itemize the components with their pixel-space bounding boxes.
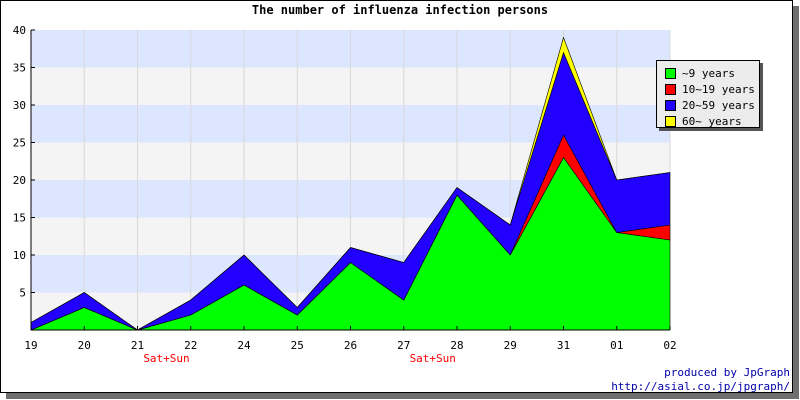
legend-label: 10~19 years [682, 82, 755, 96]
x-tick-label: 28 [450, 339, 463, 352]
y-tick-label: 35 [13, 62, 26, 75]
y-tick-label: 5 [19, 287, 26, 300]
credit-link[interactable]: http://asial.co.jp/jpgraph/ [611, 380, 790, 393]
x-tick-labels: 19 20 21 22 24 25 26 27 28 29 31 01 02 [24, 339, 676, 352]
legend-item: ~9 years [665, 65, 759, 81]
legend: ~9 years 10~19 years 20~59 years 60~ yea… [656, 60, 760, 128]
x-tick-label: 24 [237, 339, 251, 352]
weekend-note: Sat+Sun [143, 352, 189, 365]
weekend-notes: Sat+Sun Sat+Sun [143, 352, 456, 365]
legend-swatch [665, 67, 676, 79]
y-tick-label: 20 [13, 174, 26, 187]
y-tick-label: 25 [13, 137, 26, 150]
y-tick-labels: 5 10 15 20 25 30 35 40 [13, 24, 26, 300]
frame-shadow-bottom [6, 393, 799, 399]
x-tick-label: 19 [24, 339, 37, 352]
x-tick-label: 21 [131, 339, 144, 352]
legend-label: 20~59 years [682, 98, 755, 112]
legend-item: 60~ years [665, 113, 759, 129]
frame-shadow-right [793, 6, 799, 399]
y-tick-label: 15 [13, 212, 26, 225]
legend-label: ~9 years [682, 66, 735, 80]
y-tick-label: 30 [13, 99, 26, 112]
legend-swatch [665, 115, 676, 127]
x-tick-label: 02 [663, 339, 676, 352]
x-tick-label: 20 [78, 339, 91, 352]
x-tick-label: 01 [610, 339, 623, 352]
legend-swatch [665, 83, 676, 95]
x-tick-label: 26 [344, 339, 357, 352]
weekend-note: Sat+Sun [410, 352, 456, 365]
x-tick-label: 22 [184, 339, 197, 352]
x-tick-label: 29 [504, 339, 517, 352]
credit-line-1: produced by JpGraph [664, 366, 790, 379]
axes [30, 29, 671, 331]
legend-swatch [665, 99, 676, 111]
legend-item: 20~59 years [665, 97, 759, 113]
chart-title: The number of influenza infection person… [251, 3, 549, 17]
legend-label: 60~ years [682, 114, 742, 128]
x-tick-label: 31 [557, 339, 570, 352]
area-series [30, 36, 671, 331]
x-tick-label: 25 [291, 339, 304, 352]
y-tick-label: 10 [13, 249, 26, 262]
legend-item: 10~19 years [665, 81, 759, 97]
x-tick-label: 27 [397, 339, 410, 352]
y-tick-label: 40 [13, 24, 26, 37]
